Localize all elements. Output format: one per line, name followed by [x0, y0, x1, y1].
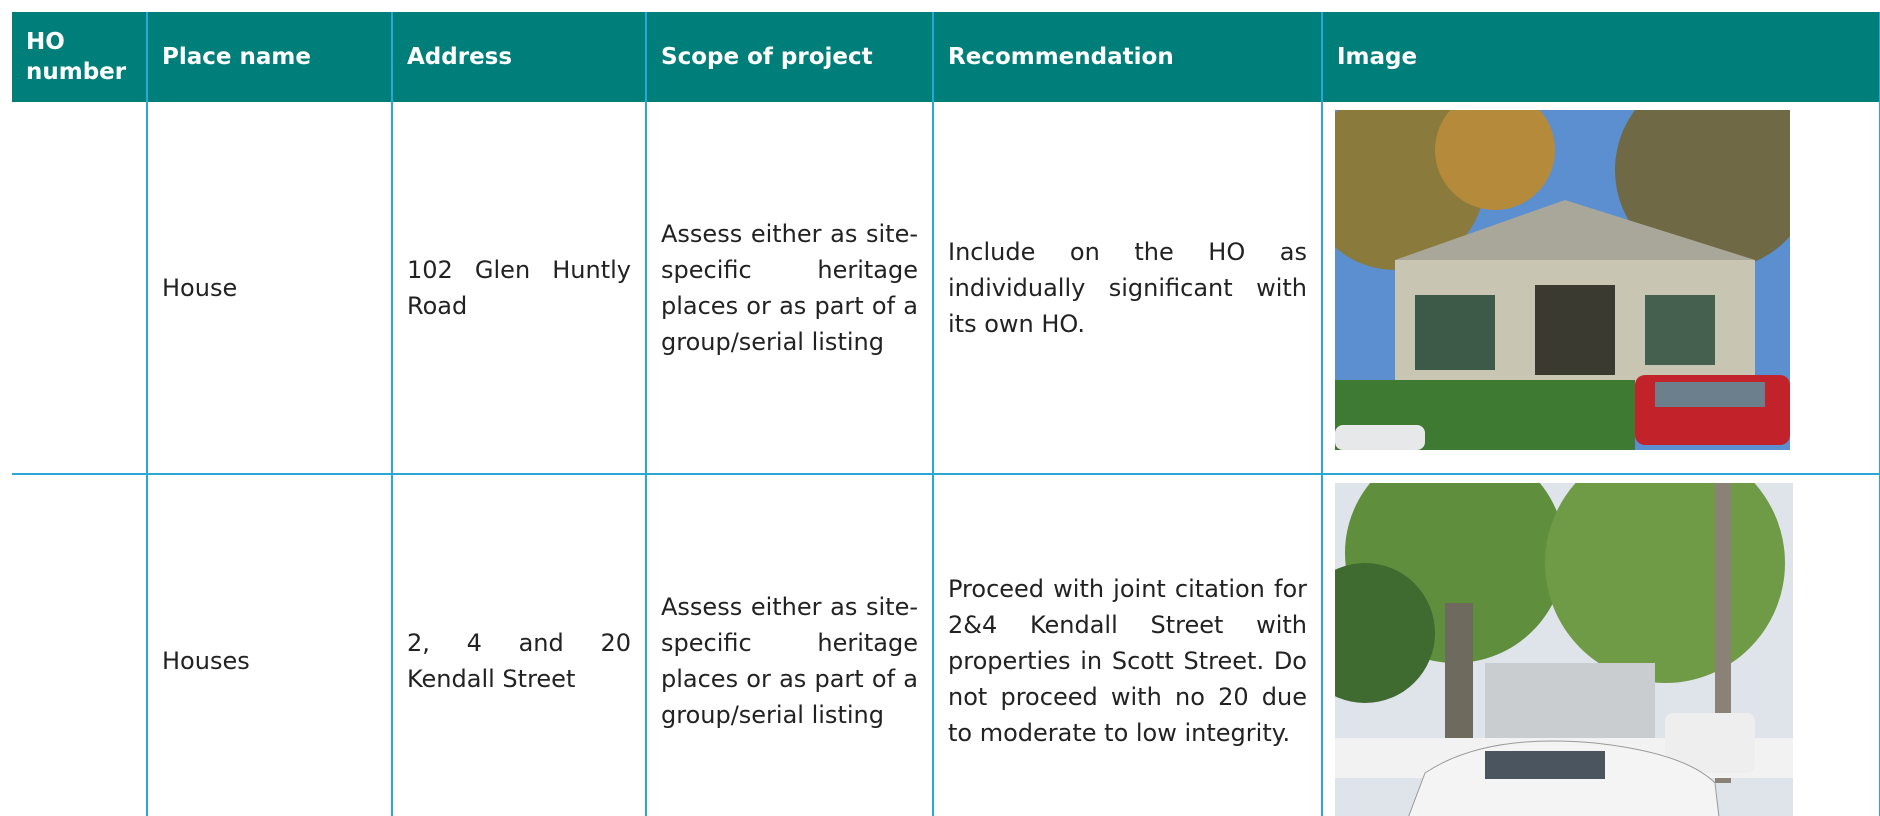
cell: Proceed with joint citation for 2&4 Kend…	[933, 474, 1323, 816]
header-cell: Scope of project	[646, 12, 934, 102]
header-cell: Recommendation	[933, 12, 1323, 102]
table-wrap: HO number Place name Address Scope of pr…	[12, 12, 1880, 816]
cell: House	[147, 102, 393, 475]
cell: Include on the HO as individually signif…	[933, 102, 1323, 475]
row: House 102 Glen Huntly Road Assess either…	[12, 102, 1880, 475]
cell	[12, 474, 148, 816]
photo	[1335, 110, 1790, 450]
cell: Assess either as site-specific heritage …	[646, 102, 934, 475]
cell: 2, 4 and 20 Kendall Street	[392, 474, 647, 816]
header-cell: Place name	[147, 12, 393, 102]
header-row: HO number Place name Address Scope of pr…	[12, 12, 1880, 102]
header-cell: Address	[392, 12, 647, 102]
image-cell	[1322, 102, 1880, 475]
photo	[1335, 483, 1793, 816]
image-cell	[1322, 474, 1880, 816]
cell: Assess either as site-specific heritage …	[646, 474, 934, 816]
heritage-table: HO number Place name Address Scope of pr…	[12, 12, 1880, 816]
header-cell: Image	[1322, 12, 1880, 102]
row: Houses 2, 4 and 20 Kendall Street Assess…	[12, 474, 1880, 816]
cell: Houses	[147, 474, 393, 816]
header-cell: HO number	[12, 12, 148, 102]
cell: 102 Glen Huntly Road	[392, 102, 647, 475]
cell	[12, 102, 148, 475]
